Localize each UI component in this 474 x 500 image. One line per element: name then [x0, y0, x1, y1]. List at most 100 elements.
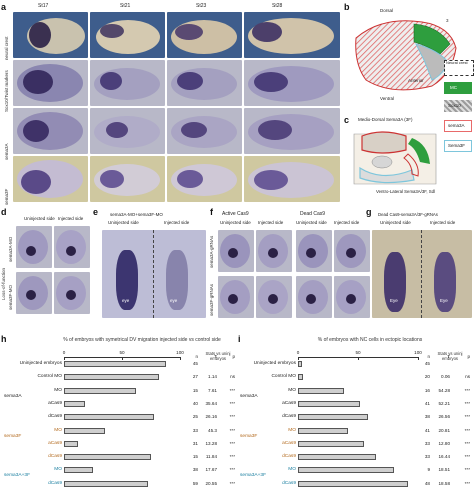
panel-letter-e: e	[93, 207, 99, 217]
stat-p: ***	[229, 400, 235, 406]
label-dorsal: Dorsal	[380, 8, 394, 13]
row-label-sema3f: sema3F	[4, 188, 9, 205]
image-f-r1-c3	[296, 230, 332, 272]
category-label: dCas9	[48, 454, 62, 460]
stage-st21: St21	[120, 3, 131, 9]
stat-n: 59	[192, 480, 198, 486]
image-d-r2-c1	[16, 272, 52, 314]
group-label: sema3A+3F	[240, 473, 266, 479]
f-header-3: Uninjected side	[296, 220, 327, 225]
bar	[298, 387, 344, 394]
image-d-r1-c1	[16, 226, 52, 268]
x-tick	[298, 357, 299, 360]
neural-crest-schematic: 3	[355, 18, 457, 91]
image-f-r1-c1	[218, 230, 254, 272]
image-a-r4-c2	[90, 156, 165, 202]
image-a-r2-c4	[244, 60, 340, 106]
stat-t: 35.64	[205, 400, 218, 406]
stage-st28: St28	[272, 3, 283, 9]
x-tick	[64, 357, 65, 360]
group-label: sema3A+3F	[4, 473, 30, 479]
stat-p: ns	[465, 374, 470, 380]
f-group-active: Active Cas9	[222, 211, 249, 217]
stage-st23: St23	[196, 3, 207, 9]
bar	[64, 427, 105, 434]
stat-t: 11.84	[205, 454, 217, 460]
bar	[298, 480, 409, 487]
image-a-r1-c4	[244, 12, 340, 58]
group-label: sema3F	[240, 433, 258, 439]
label-ventro-lateral: Ventro-Lateral Sema3A/3F, Sdl	[376, 189, 435, 194]
image-a-r3-c1	[13, 108, 88, 154]
f-header-2: Injected side	[258, 220, 284, 225]
image-g	[372, 230, 472, 318]
row-label-nc: neural crest	[4, 36, 9, 60]
stat-t: 12.80	[438, 440, 451, 446]
stat-t: 17.67	[205, 467, 218, 473]
chart-i-stats-header: Stats vs uninj embryos	[437, 351, 463, 361]
bar	[298, 400, 361, 407]
bar	[64, 467, 93, 474]
stat-t: 13.28	[205, 440, 218, 446]
x-tick	[358, 357, 359, 360]
image-a-r1-c1	[13, 12, 88, 58]
svg-text:3: 3	[446, 18, 449, 23]
f-group-dead: Dead Cas9	[300, 211, 326, 217]
image-f-r2-c4	[334, 276, 370, 318]
category-label: aCas9	[48, 400, 62, 406]
image-a-r4-c3	[167, 156, 242, 202]
bar	[64, 454, 151, 461]
stat-n: 33	[424, 440, 430, 446]
d-header-injected: Injected side	[58, 216, 84, 221]
stat-n: 38	[192, 467, 198, 473]
stat-t: 0.06	[441, 374, 450, 380]
category-label: Uninjected embryos	[253, 361, 296, 366]
e-midline	[153, 230, 154, 318]
stat-n: 15	[192, 454, 198, 460]
image-a-r3-c4	[244, 108, 340, 154]
image-f-r1-c2	[256, 230, 292, 272]
bar	[298, 440, 364, 447]
image-a-r2-c3	[167, 60, 242, 106]
e-header-injected: Injected side	[164, 220, 190, 225]
category-label: Control MO	[271, 374, 296, 380]
category-label: aCas9	[48, 440, 62, 446]
stat-t: 16.44	[438, 454, 451, 460]
stats-column-header: p	[467, 354, 470, 359]
stat-n: 16	[424, 387, 430, 393]
stat-p: ***	[464, 414, 470, 420]
panel-letter-b: b	[344, 2, 350, 12]
stat-n: 40	[192, 400, 198, 406]
image-f-r2-c3	[296, 276, 332, 318]
bar	[298, 374, 303, 381]
d-row-group-label: Loss-of-function	[1, 267, 6, 300]
category-label: MO	[54, 467, 62, 473]
category-label: Uninjected embryos	[19, 361, 62, 366]
image-d-r2-c2	[54, 272, 90, 314]
stat-p: ***	[229, 454, 235, 460]
g-eye-right: Eye	[440, 298, 448, 303]
d-row-sema3a-mo: sema3A-MO	[8, 236, 13, 262]
e-eye-left: eye	[122, 298, 130, 303]
stat-t: 20.81	[438, 427, 451, 433]
image-d-r1-c2	[54, 226, 90, 268]
x-tick-label: 100	[176, 350, 184, 355]
g-midline	[421, 230, 422, 318]
stats-column-header: T	[214, 354, 217, 359]
category-label: MO	[54, 427, 62, 433]
stat-p: ***	[229, 427, 235, 433]
x-tick-label: 50	[119, 350, 125, 355]
stat-n: 33	[424, 454, 430, 460]
g-title: Dead Cas9-sema3A/3F-gRNAs	[378, 212, 438, 217]
group-label: sema3F	[4, 433, 22, 439]
legend-sema3a	[444, 120, 472, 132]
stats-column-header: n	[427, 354, 430, 359]
group-label: sema3A	[240, 393, 258, 399]
stat-t: 54.28	[438, 387, 451, 393]
category-label: MO	[288, 387, 296, 393]
panel-letter-a: a	[1, 2, 7, 12]
stat-p: ***	[229, 480, 235, 486]
group-label: sema3A	[4, 393, 22, 399]
category-label: Control MO	[37, 374, 62, 380]
legend-sox10	[444, 100, 472, 112]
